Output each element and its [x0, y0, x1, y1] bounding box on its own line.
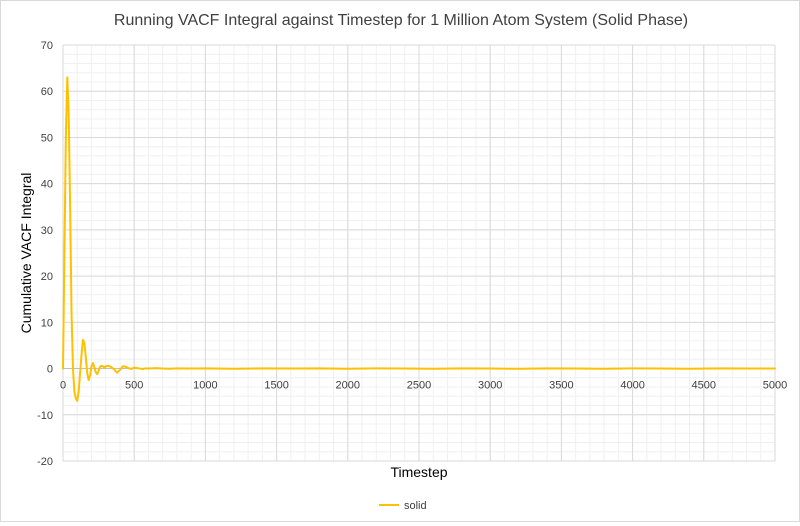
y-axis-title: Cumulative VACF Integral: [18, 173, 34, 334]
x-tick-label: 500: [125, 380, 143, 392]
legend-label-solid: solid: [404, 500, 427, 512]
major-gridlines: [62, 44, 776, 462]
x-tick-label: 5000: [763, 380, 787, 392]
y-tick-label: 0: [47, 364, 53, 376]
x-axis-title: Timestep: [390, 464, 447, 480]
y-tick-label: 40: [41, 179, 53, 191]
x-tick-label: 4000: [620, 380, 644, 392]
chart-title: Running VACF Integral against Timestep f…: [114, 12, 688, 29]
y-tick-label: -10: [37, 410, 53, 422]
x-tick-label: 1000: [193, 380, 217, 392]
x-tick-label: 0: [60, 380, 66, 392]
y-tick-label: 20: [41, 271, 53, 283]
series-line-solid: [62, 76, 776, 402]
x-axis-ticks: 0 500 1000 1500 2000 2500 3000 3500 4000 4500 5000: [60, 380, 787, 392]
x-tick-label: 3000: [478, 380, 502, 392]
x-tick-label: 4500: [692, 380, 716, 392]
y-tick-label: 70: [41, 40, 53, 52]
y-tick-label: 60: [41, 86, 53, 98]
x-tick-label: 3500: [549, 380, 573, 392]
y-tick-label: 50: [41, 132, 53, 144]
y-axis-ticks: -20 -10 0 10 20 30 40 50 60 70: [37, 40, 53, 468]
x-tick-label: 2000: [336, 380, 360, 392]
y-tick-label: -20: [37, 456, 53, 468]
legend: solid: [379, 500, 427, 512]
y-tick-label: 10: [41, 317, 53, 329]
y-tick-label: 30: [41, 225, 53, 237]
x-tick-label: 1500: [264, 380, 288, 392]
x-tick-label: 2500: [407, 380, 431, 392]
